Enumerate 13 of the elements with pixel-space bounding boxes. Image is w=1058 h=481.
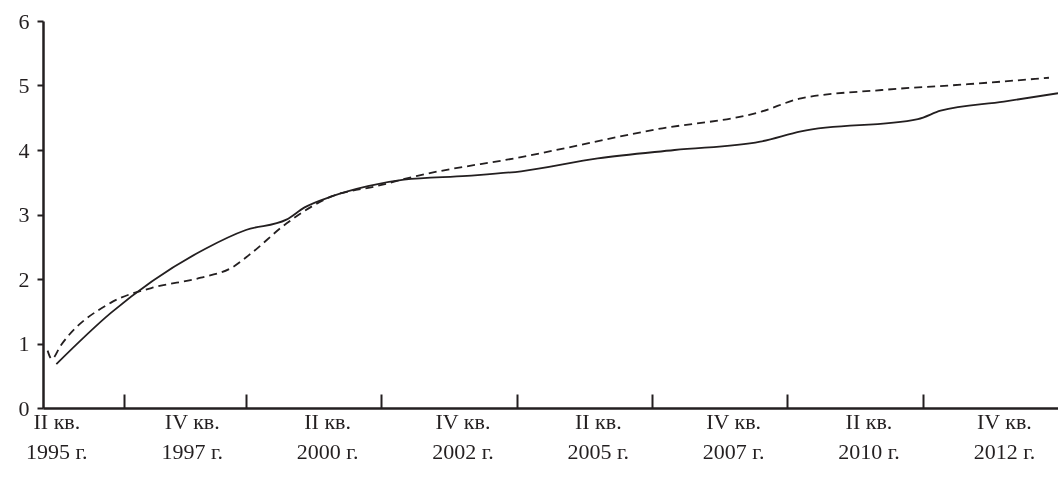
x-tick-label: II кв. 2010 г. — [838, 408, 900, 464]
x-tick-label: IV кв. 2002 г. — [432, 408, 494, 464]
y-tick-label: 6 — [18, 8, 30, 34]
y-tick-label: 1 — [18, 331, 30, 356]
y-tick-label: 2 — [18, 266, 30, 292]
y-tick-label: 4 — [18, 137, 30, 163]
y-tick-label: 5 — [18, 73, 30, 98]
y-tick-label: 3 — [18, 202, 30, 227]
x-tick-label: IV кв. 1997 г. — [161, 408, 224, 464]
x-tick-label: IV кв. 2007 г. — [702, 408, 765, 464]
x-tick-label: II кв. 2000 г. — [296, 408, 359, 464]
x-tick-label: IV кв. 2012 г. — [973, 408, 1036, 464]
x-tick-label: II кв. 2005 г. — [567, 408, 630, 464]
